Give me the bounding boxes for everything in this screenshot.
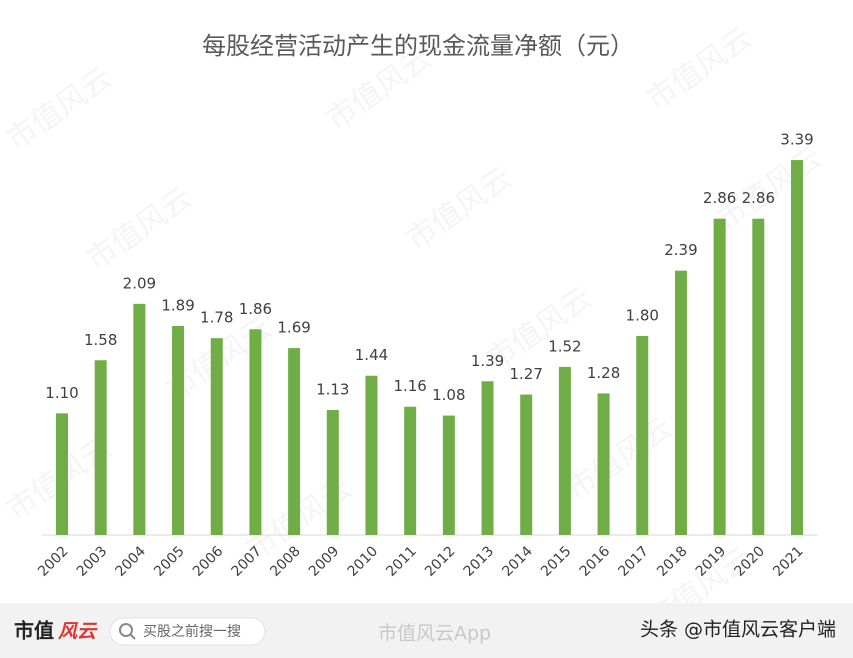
bar: [791, 160, 803, 536]
value-label: 2.86: [742, 189, 775, 207]
bar: [210, 338, 223, 535]
value-label: 1.39: [471, 352, 504, 370]
value-label: 1.13: [316, 381, 349, 399]
value-label: 2.86: [703, 189, 736, 207]
value-label: 1.28: [587, 364, 620, 382]
bar: [520, 394, 533, 535]
value-label: 1.80: [626, 306, 659, 324]
search-icon: [119, 623, 133, 637]
bar: [481, 381, 494, 535]
logo-main: 市值: [14, 619, 54, 643]
value-label: 1.78: [200, 309, 233, 327]
value-label: 1.58: [84, 331, 117, 349]
search-box[interactable]: [109, 617, 266, 646]
value-label: 1.89: [161, 296, 194, 314]
bar: [365, 375, 378, 535]
value-label: 1.08: [432, 386, 465, 404]
value-label: 2.09: [123, 274, 156, 292]
bar: [713, 218, 726, 535]
bar: [752, 218, 765, 535]
search-text: 买股之前搜一搜: [143, 623, 241, 640]
source: 头条 @市值风云客户端: [640, 619, 836, 641]
value-label: 1.44: [355, 346, 388, 364]
search-icon-handle: [129, 633, 136, 640]
value-label: 1.52: [548, 337, 581, 355]
value-label: 1.69: [277, 319, 310, 337]
bar: [326, 410, 339, 535]
bar: [558, 366, 571, 535]
value-label: 1.10: [45, 384, 78, 402]
bar: [133, 303, 146, 535]
bar: [674, 270, 687, 535]
app-watermark: 市值风云App: [378, 623, 491, 645]
bar: [172, 325, 185, 535]
value-label: 1.86: [239, 300, 272, 318]
bar: [404, 406, 417, 535]
value-label: 1.16: [393, 377, 426, 395]
bar: [597, 393, 610, 535]
value-label: 1.27: [510, 365, 543, 383]
bar: [56, 413, 68, 535]
bar: [288, 348, 301, 535]
bar: [442, 415, 455, 535]
value-label: 2.39: [664, 241, 697, 259]
bar: [636, 335, 649, 535]
bar: [249, 329, 262, 535]
chart-title: 每股经营活动产生的现金流量净额（元）: [202, 32, 634, 60]
bar: [94, 360, 107, 535]
value-label: 3.39: [780, 131, 813, 149]
logo-accent: 风云: [58, 621, 98, 643]
